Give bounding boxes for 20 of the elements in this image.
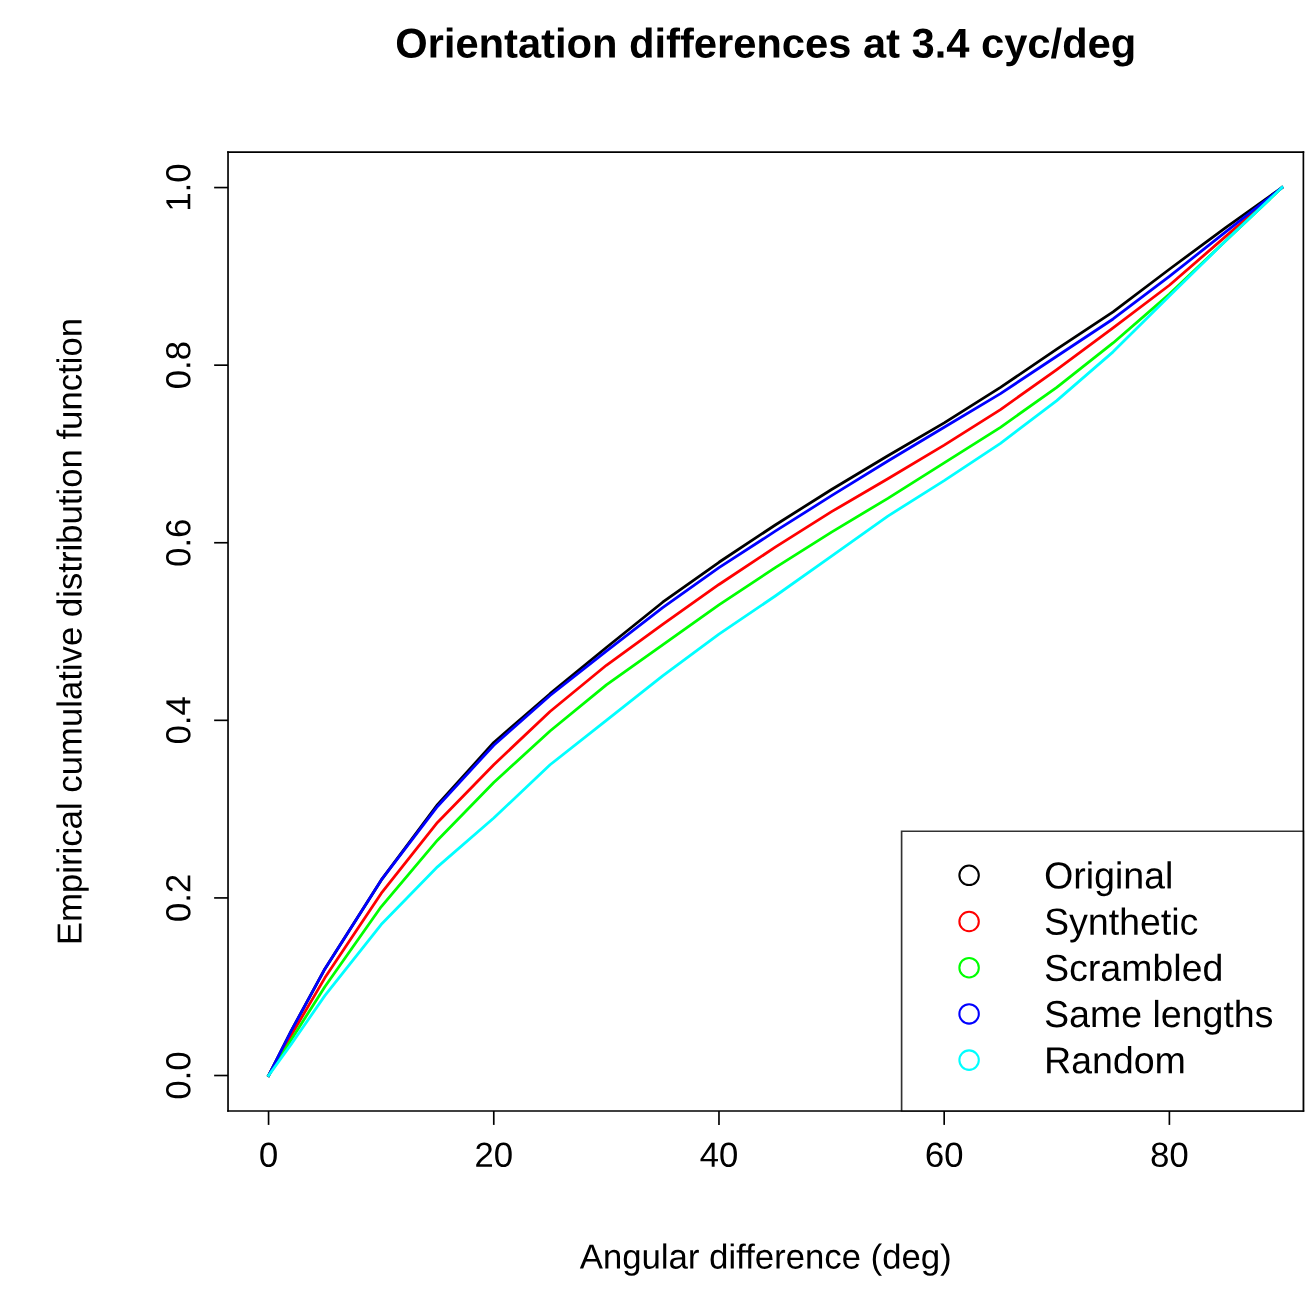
chart-title: Orientation differences at 3.4 cyc/deg bbox=[396, 27, 1134, 67]
y-axis-title: Empirical cumulative distribution function bbox=[56, 320, 89, 943]
y-tick-label: 0.4 bbox=[166, 697, 191, 744]
legend-label: Same lengths bbox=[1045, 999, 1273, 1035]
legend-label: Original bbox=[1045, 861, 1171, 897]
x-tick-label: 60 bbox=[926, 1142, 963, 1168]
x-tick-label: 0 bbox=[260, 1142, 277, 1168]
y-tick-label: 0.0 bbox=[166, 1052, 191, 1099]
x-axis-title: Angular difference (deg) bbox=[579, 1243, 950, 1276]
x-tick-label: 40 bbox=[700, 1142, 737, 1168]
legend-label: Synthetic bbox=[1045, 907, 1198, 943]
y-tick-label: 1.0 bbox=[166, 164, 191, 210]
legend-label: Random bbox=[1047, 1046, 1184, 1074]
legend-label: Scrambled bbox=[1045, 953, 1221, 982]
y-tick-label: 0.2 bbox=[166, 875, 191, 921]
x-tick-label: 80 bbox=[1151, 1142, 1188, 1168]
line-series bbox=[267, 186, 1284, 1077]
y-tick-label: 0.8 bbox=[166, 342, 191, 388]
x-tick-label: 20 bbox=[476, 1142, 512, 1168]
y-tick-label: 0.6 bbox=[166, 520, 191, 566]
